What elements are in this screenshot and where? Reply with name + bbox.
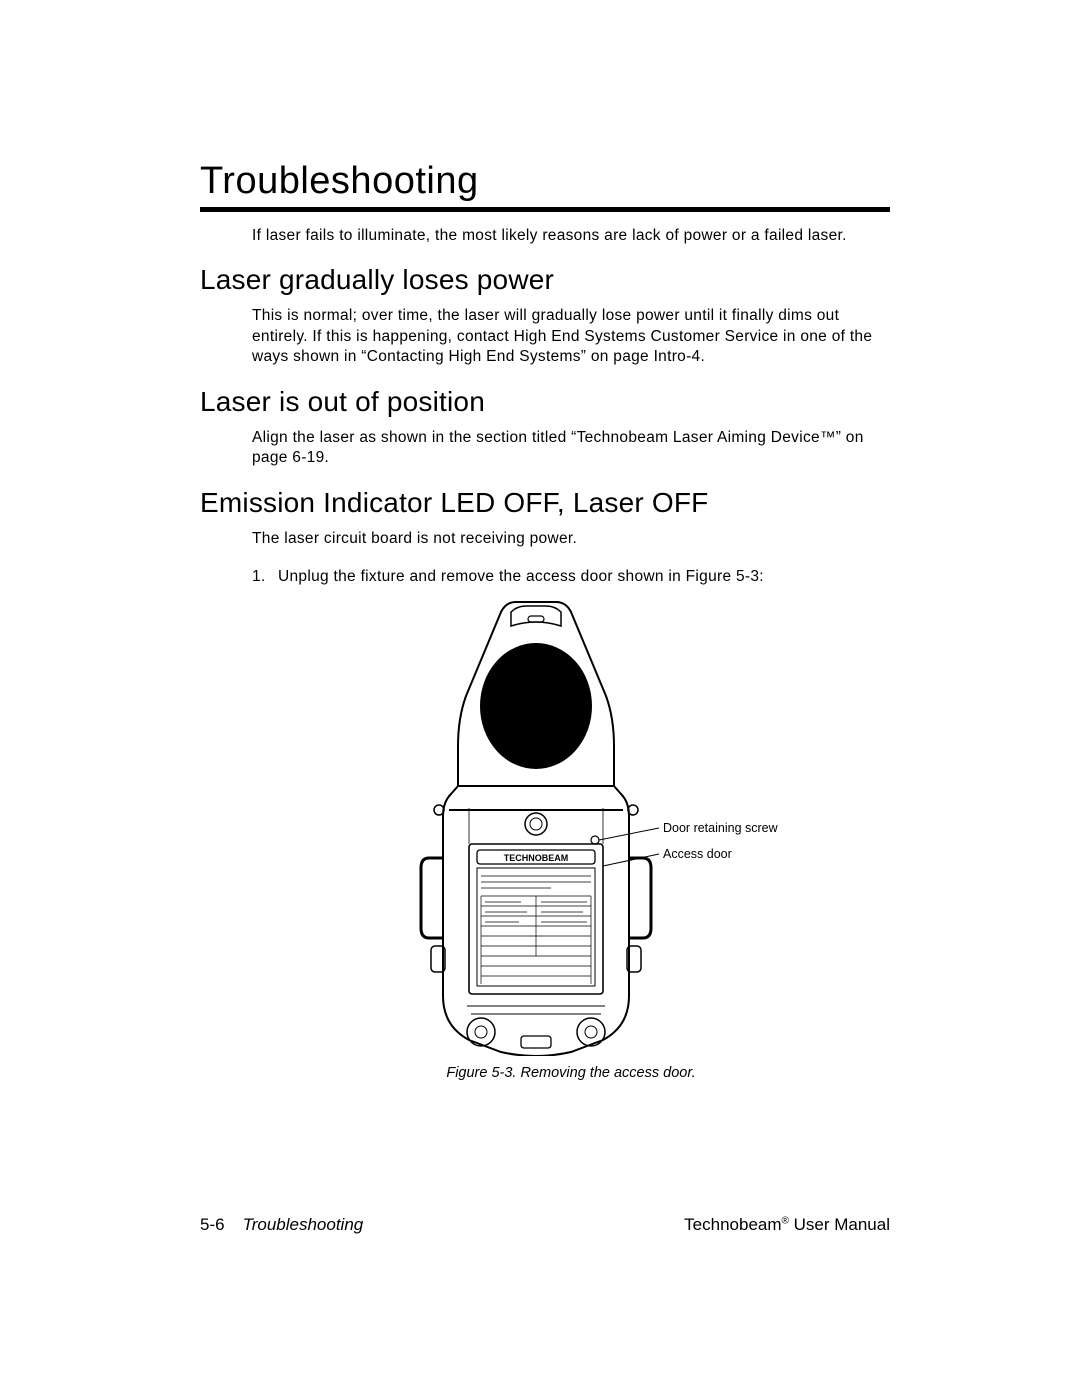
figure-container: TECHNOBEAM [252,596,890,1081]
footer-manual-suffix: User Manual [789,1215,890,1234]
manual-page: Troubleshooting If laser fails to illumi… [0,0,1080,1397]
section-heading-led-off: Emission Indicator LED OFF, Laser OFF [200,487,890,519]
brand-label: TECHNOBEAM [504,853,569,863]
step-text: Unplug the fixture and remove the access… [278,567,764,588]
section-heading-out-of-position: Laser is out of position [200,386,890,418]
step-number: 1. [252,567,278,588]
section-para-out-of-position: Align the laser as shown in the section … [252,428,890,469]
page-footer: 5-6 Troubleshooting Technobeam® User Man… [200,1215,890,1235]
section-para-loses-power: This is normal; over time, the laser wil… [252,306,890,367]
footer-manual-title: Technobeam® User Manual [684,1215,890,1235]
figure-caption: Figure 5-3. Removing the access door. [252,1065,890,1081]
registered-mark-icon: ® [782,1215,789,1226]
callout-retaining-screw: Door retaining screw [663,821,779,835]
section-heading-loses-power: Laser gradually loses power [200,264,890,296]
footer-manual-prefix: Technobeam [684,1215,781,1234]
footer-page-number: 5-6 [200,1215,225,1235]
chapter-title: Troubleshooting [200,160,890,203]
fixture-diagram: TECHNOBEAM [351,596,791,1056]
callout-access-door: Access door [663,847,732,861]
section-para-led-off: The laser circuit board is not receiving… [252,529,890,549]
step-item: 1. Unplug the fixture and remove the acc… [252,567,890,588]
footer-section-name: Troubleshooting [243,1215,364,1235]
intro-paragraph: If laser fails to illuminate, the most l… [252,226,890,246]
chapter-rule [200,207,890,212]
